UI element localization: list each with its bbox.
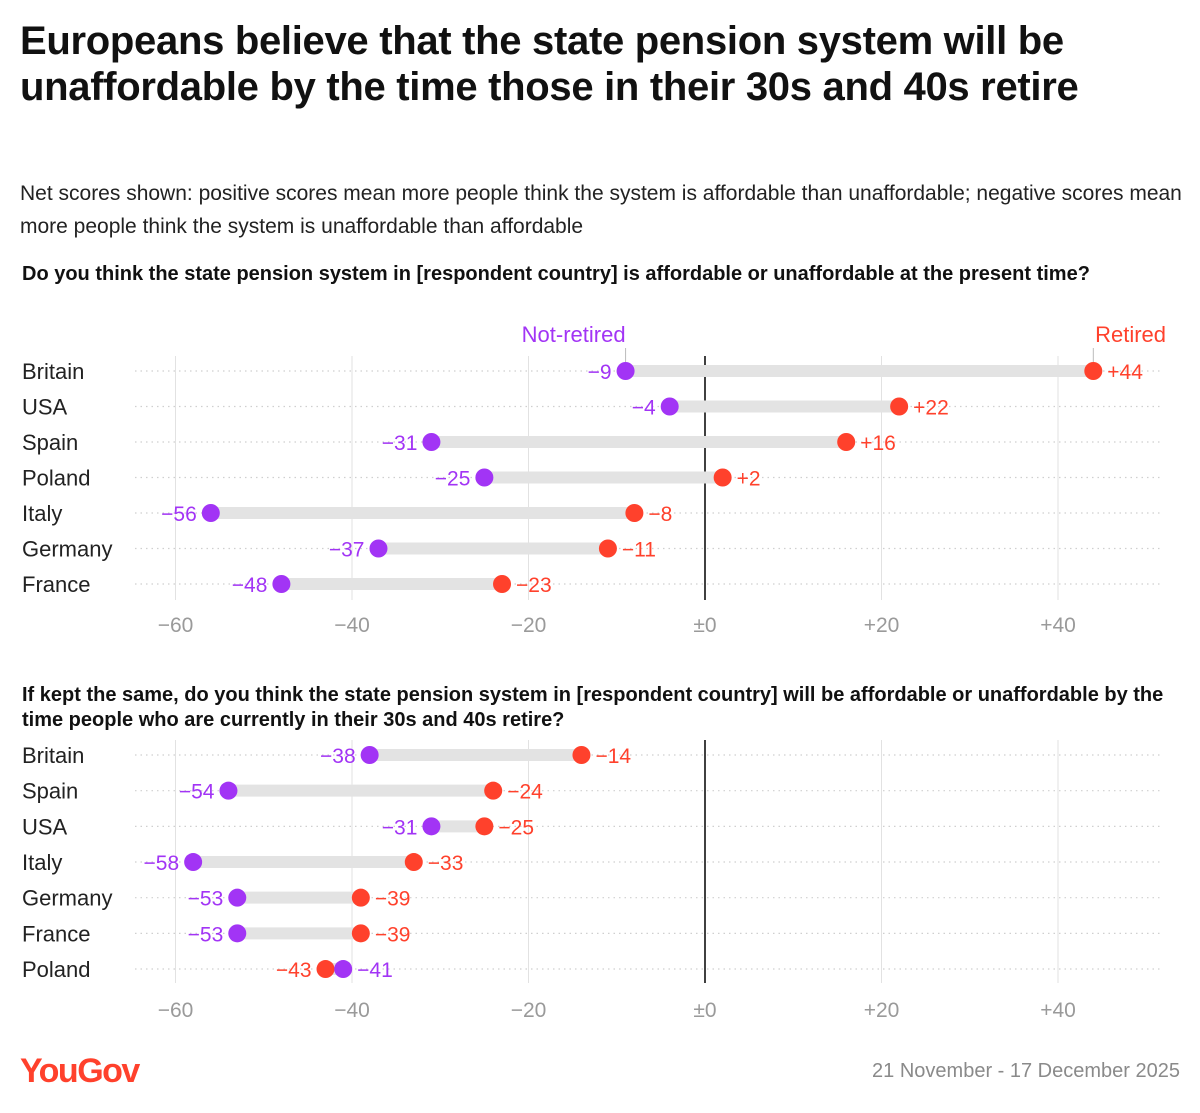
not-retired-dot (369, 539, 388, 558)
not-retired-dot (228, 924, 247, 943)
x-tick-label: +20 (864, 614, 900, 637)
retired-value-label: +22 (913, 397, 949, 420)
country-label: France (22, 572, 90, 597)
x-tick-label: ±0 (693, 614, 716, 637)
not-retired-value-label: −37 (329, 539, 365, 562)
not-retired-value-label: −53 (188, 888, 224, 911)
question-1-heading: Do you think the state pension system in… (22, 263, 1090, 285)
retired-value-label: −25 (498, 816, 534, 839)
x-tick-label: −40 (334, 614, 370, 637)
not-retired-value-label: −53 (188, 923, 224, 946)
retired-dot (493, 575, 512, 593)
not-retired-value-label: −54 (179, 781, 215, 804)
not-retired-dot (228, 888, 247, 907)
country-label: Italy (22, 501, 62, 526)
retired-dot (475, 817, 494, 836)
not-retired-dot (422, 433, 441, 451)
not-retired-value-label: −48 (232, 574, 268, 597)
country-label: Britain (22, 743, 84, 768)
country-label: France (22, 921, 90, 946)
not-retired-dot (272, 575, 291, 593)
retired-value-label: −39 (375, 923, 411, 946)
retired-dot (572, 746, 591, 764)
retired-dot (1084, 362, 1103, 380)
not-retired-dot (219, 781, 238, 800)
retired-value-label: +16 (860, 432, 896, 455)
x-tick-label: −20 (511, 999, 547, 1022)
retired-value-label: −24 (507, 781, 543, 804)
not-retired-value-label: −31 (382, 816, 418, 839)
country-label: Poland (22, 957, 91, 982)
not-retired-value-label: −41 (357, 959, 393, 982)
country-label: Germany (22, 886, 112, 911)
legend-not-retired: Not-retired (522, 322, 626, 347)
not-retired-value-label: −4 (632, 397, 656, 420)
retired-dot (713, 468, 732, 487)
retired-dot (484, 781, 503, 800)
retired-value-label: −11 (622, 539, 656, 562)
country-label: Spain (22, 779, 78, 804)
retired-dot (890, 397, 909, 416)
retired-value-label: −43 (276, 959, 312, 982)
chart-title: Europeans believe that the state pension… (20, 19, 1079, 109)
not-retired-value-label: −25 (435, 468, 471, 491)
not-retired-dot (475, 468, 494, 487)
country-label: Germany (22, 537, 112, 562)
x-tick-label: +40 (1040, 999, 1076, 1022)
question-2-heading: If kept the same, do you think the state… (22, 684, 1164, 731)
x-tick-label: −40 (334, 999, 370, 1022)
x-tick-label: ±0 (693, 999, 716, 1022)
retired-dot (625, 504, 644, 522)
retired-dot (837, 433, 856, 451)
fieldwork-dates: 21 November - 17 December 2025 (872, 1060, 1180, 1082)
retired-dot (351, 888, 370, 907)
retired-dot (351, 924, 370, 943)
x-tick-label: +20 (864, 999, 900, 1022)
not-retired-value-label: −38 (320, 745, 356, 768)
not-retired-dot (201, 504, 220, 522)
retired-value-label: −23 (516, 574, 552, 597)
retired-value-label: +2 (737, 468, 761, 491)
retired-value-label: +44 (1107, 361, 1143, 384)
retired-dot (598, 539, 617, 558)
x-tick-label: −60 (158, 614, 194, 637)
x-tick-label: −60 (158, 999, 194, 1022)
x-tick-label: +40 (1040, 614, 1076, 637)
not-retired-value-label: −9 (588, 361, 612, 384)
not-retired-dot (184, 853, 203, 872)
chart-subtitle: Net scores shown: positive scores mean m… (20, 182, 1182, 238)
not-retired-value-label: −56 (161, 503, 197, 526)
yougov-logo: YouGov (20, 1052, 140, 1090)
retired-dot (404, 853, 423, 872)
country-label: Italy (22, 850, 62, 875)
not-retired-dot (616, 362, 635, 380)
not-retired-value-label: −31 (382, 432, 418, 455)
x-tick-label: −20 (511, 614, 547, 637)
country-label: USA (22, 814, 68, 839)
not-retired-dot (334, 960, 353, 979)
retired-dot (316, 960, 335, 979)
country-label: USA (22, 395, 68, 420)
not-retired-dot (660, 397, 679, 416)
legend-retired: Retired (1095, 322, 1166, 347)
retired-value-label: −14 (595, 745, 631, 768)
not-retired-value-label: −58 (144, 852, 180, 875)
country-label: Poland (22, 466, 91, 491)
retired-value-label: −39 (375, 888, 411, 911)
retired-value-label: −33 (428, 852, 464, 875)
country-label: Britain (22, 359, 84, 384)
not-retired-dot (360, 746, 379, 764)
retired-value-label: −8 (648, 503, 672, 526)
not-retired-dot (422, 817, 441, 836)
country-label: Spain (22, 430, 78, 455)
